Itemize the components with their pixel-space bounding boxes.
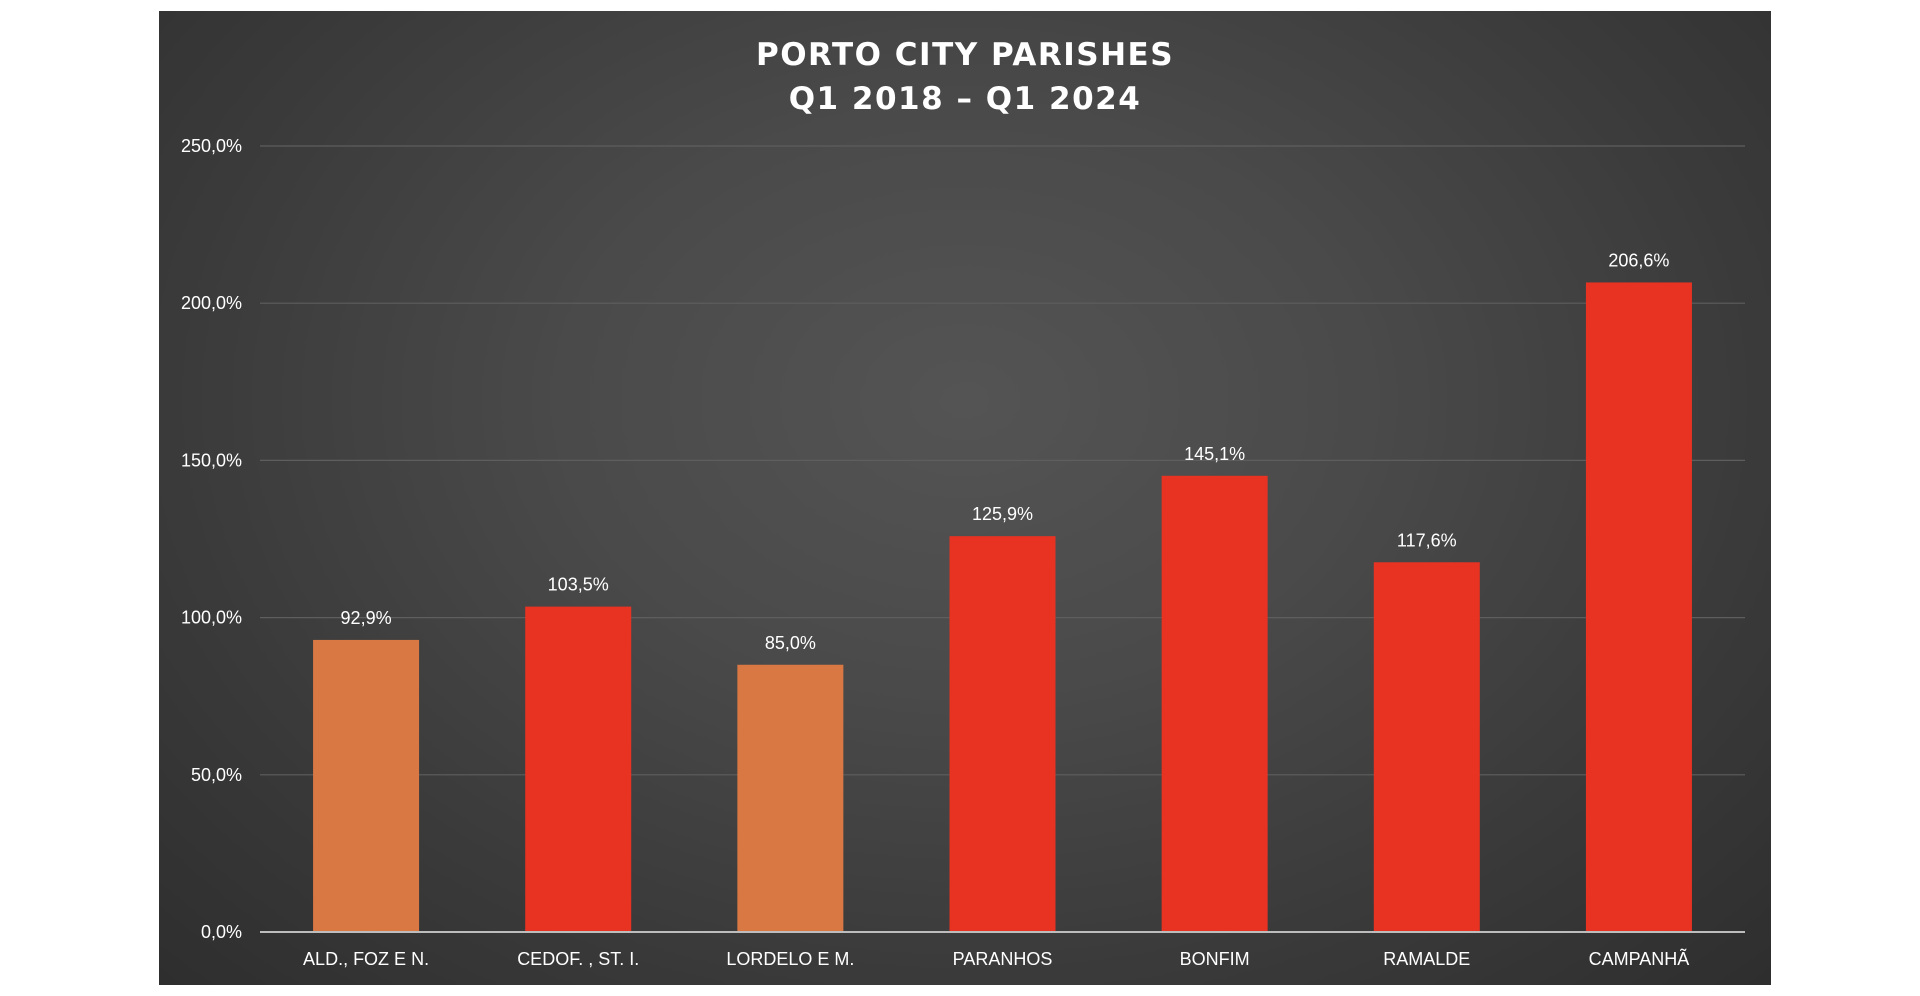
bar [949,536,1056,932]
y-tick-label: 150,0% [181,450,242,470]
x-tick-label: LORDELO E M. [726,949,854,969]
data-label: 85,0% [765,633,816,653]
data-label: 206,6% [1608,250,1669,270]
chart-panel: PORTO CITY PARISHES Q1 2018 – Q1 2024 0,… [159,11,1771,985]
x-tick-label: CEDOF. , ST. I. [517,949,639,969]
y-tick-label: 0,0% [201,922,242,942]
chart-subtitle-line: Q1 2018 – Q1 2024 [788,81,1142,117]
bar-chart-plot: 0,0% 50,0% 100,0% 150,0% 200,0% 250,0% 92,9% AL… [181,136,1745,969]
x-tick-label: PARANHOS [953,949,1053,969]
data-label: 145,1% [1184,444,1245,464]
data-label: 125,9% [972,504,1033,524]
x-tick-label: RAMALDE [1383,949,1470,969]
y-tick-label: 250,0% [181,136,242,156]
chart-title-line: PORTO CITY PARISHES [755,37,1175,73]
bar [1373,562,1480,932]
chart-title: PORTO CITY PARISHES Q1 2018 – Q1 2024 [159,33,1771,121]
y-tick-label: 50,0% [191,765,242,785]
y-tick-label: 200,0% [181,293,242,313]
data-label: 92,9% [341,608,392,628]
x-tick-label: ALD., FOZ E N. [303,949,429,969]
data-label: 117,6% [1397,530,1457,550]
bar [737,664,844,932]
x-tick-label: BONFIM [1180,949,1250,969]
bar [1161,475,1268,932]
y-tick-label: 100,0% [181,608,242,628]
x-tick-label: CAMPANHÃ [1589,948,1690,969]
data-label: 103,5% [548,575,609,595]
bar [1585,282,1692,932]
bar [313,639,420,932]
bar [525,606,632,932]
